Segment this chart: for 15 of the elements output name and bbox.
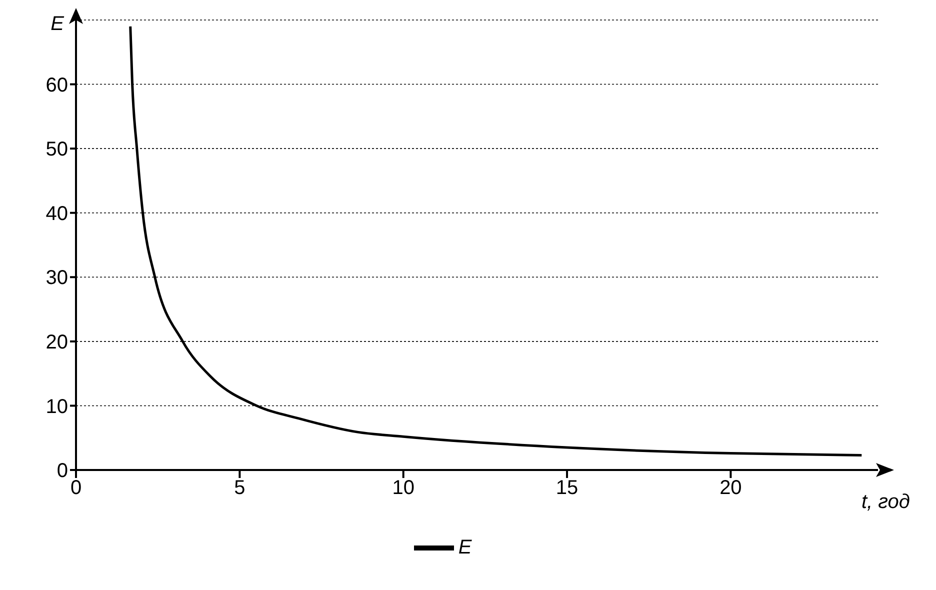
x-tick-label: 20	[720, 477, 742, 500]
x-tick-label: 0	[70, 477, 82, 500]
y-tick-label: 0	[56, 460, 68, 482]
x-tick-label: 15	[556, 477, 578, 500]
x-tick-label: 10	[392, 477, 414, 500]
x-tick-label: 5	[234, 477, 246, 500]
y-tick-label: 30	[46, 267, 68, 290]
y-tick-label: 20	[46, 332, 68, 354]
y-tick-label: 40	[46, 202, 68, 225]
y-axis-title: E	[50, 13, 65, 35]
y-tick-label: 50	[46, 138, 68, 161]
y-tick-label: 60	[46, 74, 68, 96]
legend-label: E	[458, 536, 472, 558]
y-tick-label: 10	[46, 396, 68, 418]
x-axis-title: t, год	[862, 491, 910, 513]
